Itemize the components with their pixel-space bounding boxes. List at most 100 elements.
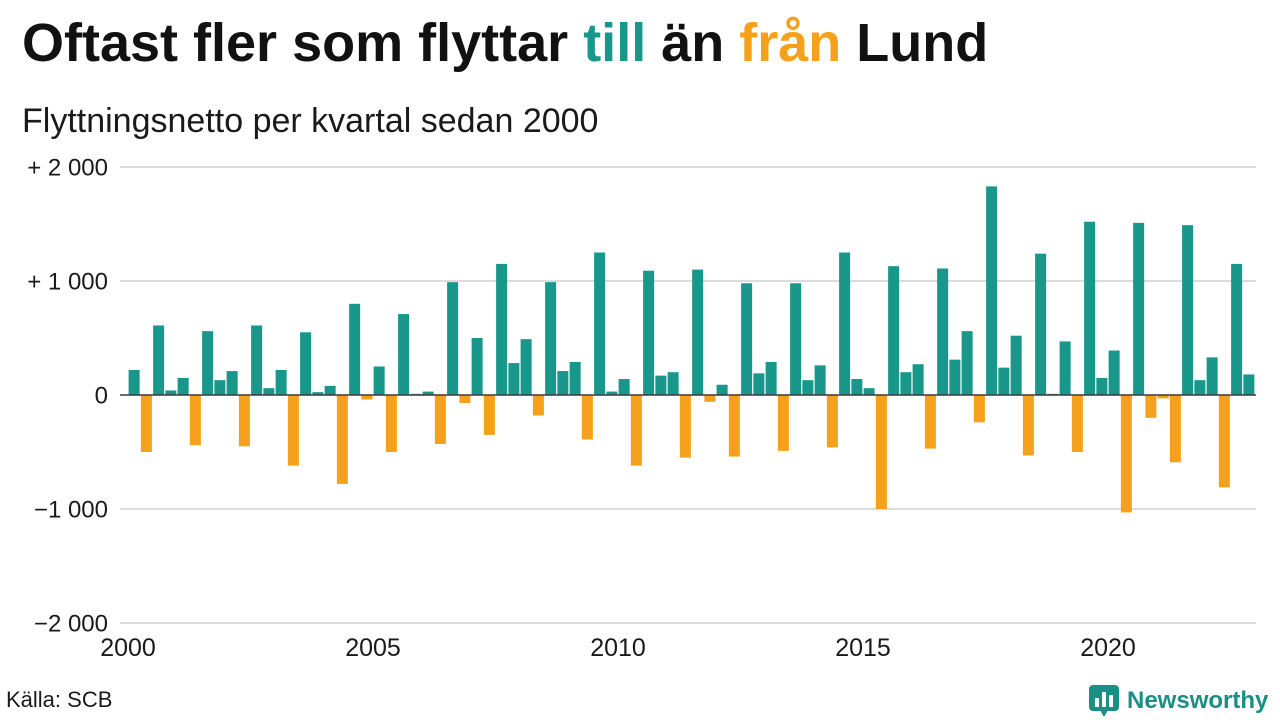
bar: [496, 263, 508, 395]
y-tick-label: 0: [95, 383, 108, 410]
bar: [1231, 263, 1243, 395]
bar: [581, 395, 593, 440]
bar: [839, 252, 851, 395]
y-tick-label: + 2 000: [27, 155, 108, 182]
bar: [459, 395, 471, 403]
bar: [373, 366, 385, 395]
title-highlight-word: från: [739, 13, 842, 73]
source-label: Källa: SCB: [6, 687, 113, 712]
bar: [1133, 222, 1145, 395]
bar: [202, 331, 214, 395]
bar: [949, 359, 961, 395]
bar: [802, 380, 814, 395]
bar: [1182, 225, 1194, 395]
bar: [324, 385, 336, 395]
bar: [692, 269, 704, 395]
bar: [1169, 395, 1181, 463]
bar: [1022, 395, 1034, 456]
bar: [251, 325, 263, 395]
brand-logo: Newsworthy: [1088, 684, 1268, 718]
bar: [483, 395, 495, 435]
newsworthy-logo-icon: [1089, 685, 1119, 717]
bar: [1120, 395, 1132, 513]
bar: [1035, 253, 1047, 395]
bar: [508, 363, 520, 395]
x-tick-label: 2015: [835, 634, 891, 662]
bar: [1145, 395, 1157, 418]
bar: [128, 369, 140, 395]
bar: [336, 395, 348, 484]
title-highlight-word: till: [583, 13, 647, 73]
brand-name: Newsworthy: [1127, 687, 1269, 714]
bar: [1157, 395, 1169, 399]
bar: [140, 395, 152, 452]
y-tick-label: −1 000: [34, 497, 108, 524]
bar: [728, 395, 740, 457]
bar: [1059, 341, 1071, 395]
bar: [667, 372, 679, 395]
bar: [434, 395, 446, 445]
bar: [569, 361, 581, 395]
bar: [1243, 374, 1255, 395]
bar: [900, 372, 912, 395]
bar: [447, 282, 459, 395]
bar: [1218, 395, 1230, 488]
bar: [471, 338, 483, 395]
bar: [1194, 380, 1206, 395]
chart-title: Oftast fler som flyttar till än från Lun…: [22, 13, 989, 73]
x-tick-label: 2020: [1080, 634, 1136, 662]
bar: [937, 268, 949, 395]
chart-subtitle: Flyttningsnetto per kvartal sedan 2000: [22, 102, 599, 140]
bar: [826, 395, 838, 448]
bar: [998, 367, 1010, 395]
bar: [422, 391, 434, 395]
y-tick-label: −2 000: [34, 611, 108, 638]
bar: [153, 325, 165, 395]
bar: [177, 377, 189, 395]
bar: [532, 395, 544, 416]
bar: [214, 380, 226, 395]
bar: [238, 395, 250, 447]
bar: [1108, 350, 1120, 395]
bar: [875, 395, 887, 509]
bar: [790, 283, 802, 395]
bar: [753, 373, 765, 395]
y-tick-label: + 1 000: [27, 269, 108, 296]
bar: [986, 186, 998, 395]
bar: [594, 252, 606, 395]
bar: [385, 395, 397, 452]
bar: [557, 371, 569, 395]
bar: [777, 395, 789, 451]
bar: [704, 395, 716, 402]
bar: [765, 361, 777, 395]
x-tick-label: 2010: [590, 634, 646, 662]
bar: [1084, 221, 1096, 395]
bar: [606, 391, 618, 395]
bar: [300, 332, 312, 395]
bar: [275, 369, 287, 395]
x-tick-label: 2000: [100, 634, 156, 662]
bar: [741, 283, 753, 395]
bar: [349, 303, 361, 395]
bar: [851, 379, 863, 395]
bar: [679, 395, 691, 458]
bar: [398, 314, 410, 395]
bar: [1206, 357, 1218, 395]
bar: [814, 365, 826, 395]
bar: [863, 388, 875, 395]
bar: [312, 392, 324, 395]
bar: [630, 395, 642, 466]
bar: [643, 270, 655, 395]
bar: [973, 395, 985, 423]
bar: [189, 395, 201, 446]
bar: [263, 388, 275, 395]
bar: [287, 395, 299, 466]
bar: [1010, 335, 1022, 395]
bar: [961, 331, 973, 395]
bar: [924, 395, 936, 449]
bar: [545, 282, 557, 395]
bar: [226, 371, 238, 395]
bar: [1096, 377, 1108, 395]
bar: [1071, 395, 1083, 452]
